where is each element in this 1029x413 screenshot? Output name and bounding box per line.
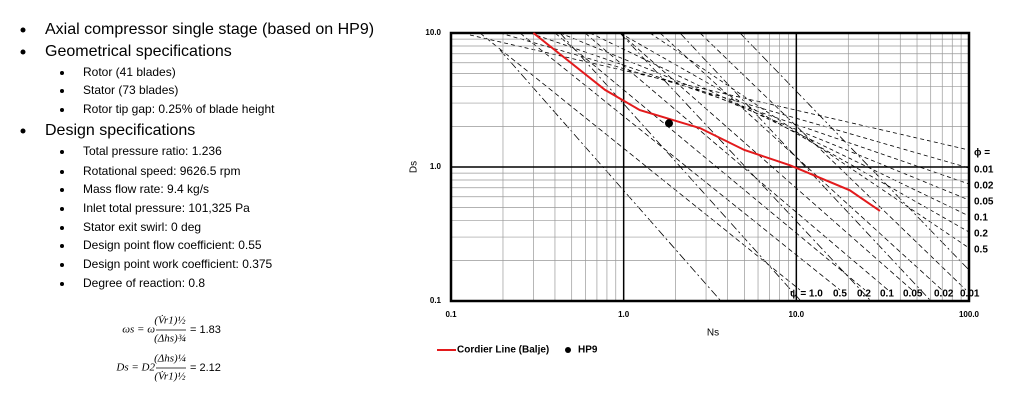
psi-label: ψ = 1.0 (790, 289, 823, 300)
y-tick-label: 0.1 (430, 296, 442, 305)
phi-label: ϕ = (974, 148, 990, 159)
formula-result: = 2.12 (190, 362, 221, 374)
bullet-text: Axial compressor single stage (based on … (45, 21, 374, 38)
y-axis-label: Ds (409, 161, 420, 173)
formula-den: (V̇r1)½ (154, 371, 185, 383)
sub-bullet-text: Design point flow coefficient: 0.55 (83, 238, 262, 252)
line (532, 32, 881, 212)
bullet-text: Geometrical specifications (45, 43, 232, 60)
formula-num: (Δhs)¼ (154, 353, 186, 365)
sub-bullet-text: Stator exit swirl: 0 deg (83, 220, 201, 234)
formula-lhs: Ds = D2 (115, 362, 155, 374)
sub-bullet-text: Design point work coefficient: 0.375 (83, 257, 273, 271)
sub-bullet (60, 89, 64, 93)
sub-bullet-text: Rotor (41 blades) (83, 65, 176, 79)
sub-bullet (60, 188, 64, 192)
formula-den: (Δhs)¾ (154, 333, 186, 345)
legend-label: Cordier Line (Balje) (457, 345, 549, 356)
bullet (20, 128, 26, 134)
formula-result: = 1.83 (190, 324, 221, 336)
sub-bullet (60, 263, 64, 267)
x-tick-label: 10.0 (789, 310, 805, 319)
sub-bullet-text: Mass flow rate: 9.4 kg/s (83, 182, 209, 196)
psi-label: 0.2 (857, 289, 871, 300)
y-tick-label: 10.0 (425, 28, 441, 37)
psi-label: 0.1 (880, 289, 894, 300)
phi-label: 0.01 (974, 165, 994, 176)
phi-label: 0.1 (974, 213, 988, 224)
psi-label: 0.02 (934, 289, 954, 300)
sub-bullet (60, 282, 64, 286)
phi-label: 0.5 (974, 245, 988, 256)
sub-bullet (60, 150, 64, 154)
y-tick-label: 1.0 (430, 162, 442, 171)
bullet (20, 49, 26, 55)
sub-bullet-text: Rotor tip gap: 0.25% of blade height (83, 102, 275, 116)
sub-bullet-text: Total pressure ratio: 1.236 (83, 144, 222, 158)
sub-bullet-text: Stator (73 blades) (83, 83, 178, 97)
sub-bullet (60, 71, 64, 75)
sub-bullet (60, 170, 64, 174)
x-tick-label: 100.0 (959, 310, 980, 319)
formula-num: (V̇r1)½ (154, 315, 185, 327)
psi-label: 0.5 (833, 289, 847, 300)
sub-bullet (60, 108, 64, 112)
phi-label: 0.02 (974, 181, 994, 192)
x-tick-label: 0.1 (445, 310, 457, 319)
sub-bullet (60, 226, 64, 230)
legend-marker (565, 347, 571, 353)
sub-bullet (60, 244, 64, 248)
plot-frame (449, 31, 971, 303)
sub-bullet-text: Inlet total pressure: 101,325 Pa (83, 201, 250, 215)
sub-bullet-text: Degree of reaction: 0.8 (83, 276, 205, 290)
x-axis-label: Ns (707, 328, 719, 339)
point (664, 119, 673, 128)
legend-label: HP9 (578, 345, 598, 356)
phi-label: 0.2 (974, 229, 988, 240)
x-tick-label: 1.0 (618, 310, 630, 319)
bullet-text: Design specifications (45, 122, 195, 139)
psi-label: 0.01 (960, 289, 980, 300)
phi-label: 0.05 (974, 197, 994, 208)
sub-bullet-text: Rotational speed: 9626.5 rpm (83, 164, 240, 178)
sub-bullet (60, 207, 64, 211)
formula-lhs: ωs = ω (122, 324, 155, 336)
psi-label: 0.05 (903, 289, 923, 300)
bullet (20, 27, 26, 33)
